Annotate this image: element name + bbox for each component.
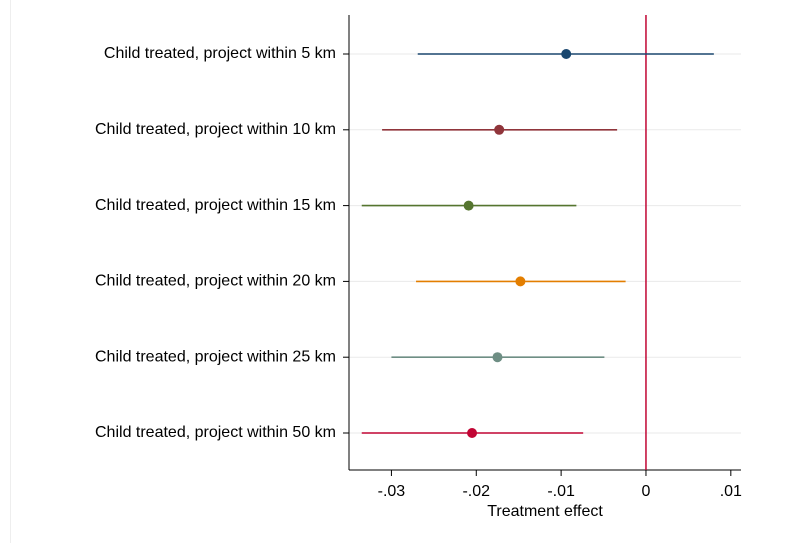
x-tick-label: 0 — [642, 483, 651, 500]
y-tick-label: Child treated, project within 10 km — [95, 121, 336, 138]
x-tick-label: -.02 — [462, 483, 490, 500]
y-tick-label: Child treated, project within 50 km — [95, 424, 336, 441]
x-tick-label: -.01 — [547, 483, 575, 500]
x-tick-label: -.03 — [378, 483, 406, 500]
point-estimate — [463, 200, 474, 211]
y-tick-label: Child treated, project within 15 km — [95, 197, 336, 214]
point-estimate — [561, 49, 572, 59]
point-estimate — [515, 276, 526, 287]
point-estimate — [494, 124, 505, 135]
y-tick-label: Child treated, project within 20 km — [95, 273, 336, 290]
y-tick-label: Child treated, project within 5 km — [104, 45, 336, 62]
x-tick-label: .01 — [720, 483, 742, 500]
point-estimate — [467, 428, 478, 438]
y-tick-label: Child treated, project within 25 km — [95, 348, 336, 365]
x-axis-title: Treatment effect — [487, 503, 603, 520]
point-estimate — [492, 352, 503, 363]
